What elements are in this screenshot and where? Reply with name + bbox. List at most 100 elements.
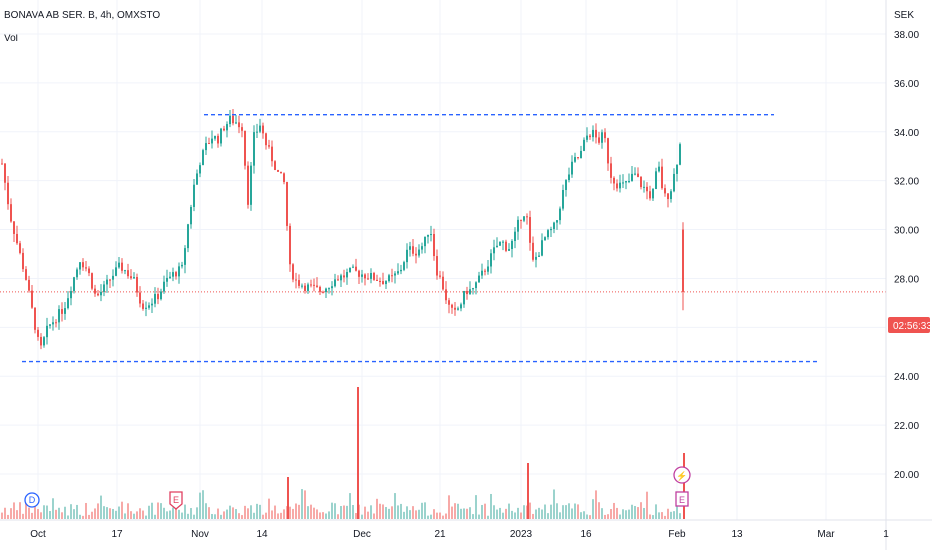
candle-body <box>370 272 372 279</box>
candle-body <box>679 144 681 165</box>
volume-bar <box>559 512 561 519</box>
candle-body <box>292 264 294 280</box>
volume-bar <box>604 514 606 519</box>
time-tick-label: 2023 <box>510 529 533 540</box>
candle-body <box>475 282 477 289</box>
candle-body <box>349 267 351 273</box>
candle-body <box>7 182 9 205</box>
volume-bar <box>79 514 81 519</box>
volume-bar <box>376 498 378 519</box>
volume-bar <box>466 508 468 519</box>
volume-bar <box>31 512 33 519</box>
candle-body <box>325 288 327 293</box>
candle-body <box>106 279 108 285</box>
earnings-badge-past[interactable]: E <box>169 491 183 510</box>
candle-body <box>655 171 657 189</box>
candle-body <box>157 293 159 300</box>
candle-body <box>634 173 636 175</box>
candle-body <box>82 262 84 268</box>
candle-body <box>55 322 57 324</box>
volume-bar <box>391 506 393 519</box>
candle-body <box>394 273 396 276</box>
price-tick-label: 20.00 <box>894 470 919 481</box>
volume-bar <box>598 502 600 519</box>
candle-body <box>574 157 576 162</box>
volume-bar <box>178 509 180 519</box>
candle-body <box>352 266 354 268</box>
candle-body <box>538 255 540 257</box>
volume-bar <box>124 513 126 519</box>
volume-spike <box>357 387 359 519</box>
volume-bar <box>676 502 678 519</box>
volume-bars <box>1 387 685 519</box>
candle-body <box>541 240 543 256</box>
candle-body <box>277 169 279 172</box>
candle-body <box>412 246 414 254</box>
candle-body <box>400 269 402 272</box>
volume-bar <box>406 506 408 519</box>
earnings-badge-future[interactable]: E <box>675 491 689 507</box>
candle-body <box>580 150 582 159</box>
volume-bar <box>46 505 48 519</box>
candle-body <box>310 284 312 286</box>
candle-body <box>208 143 210 145</box>
candle-body <box>88 268 90 274</box>
candle-body <box>58 309 60 323</box>
volume-bar <box>367 511 369 519</box>
candle-body <box>196 173 198 185</box>
candle-body <box>625 181 627 183</box>
candle-body <box>424 236 426 247</box>
candle-body <box>274 161 276 170</box>
volume-spike <box>683 453 685 519</box>
volume-bar <box>97 503 99 519</box>
volume-bar <box>421 502 423 519</box>
candle-body <box>151 303 153 306</box>
candle-body <box>79 262 81 270</box>
volume-bar <box>85 502 87 519</box>
candle-body <box>382 281 384 285</box>
volume-bar <box>37 509 39 519</box>
volume-bar <box>166 511 168 519</box>
candle-body <box>202 150 204 166</box>
volume-bar <box>160 503 162 519</box>
volume-bar <box>547 513 549 519</box>
level-lines <box>0 114 886 363</box>
time-tick-label: 17 <box>111 529 123 540</box>
price-tick-label: 30.00 <box>894 226 919 237</box>
candle-body <box>112 275 114 280</box>
dividend-badge[interactable]: D <box>24 492 40 508</box>
time-tick-label: Dec <box>353 529 371 540</box>
candle-body <box>199 165 201 174</box>
volume-bar <box>607 514 609 519</box>
volume-bar <box>655 504 657 519</box>
volume-bar <box>517 507 519 519</box>
volume-bar <box>640 502 642 519</box>
candle-body <box>307 284 309 291</box>
volume-bar <box>325 513 327 519</box>
event-badges: D E ⚡ E <box>24 466 691 510</box>
candle-body <box>361 274 363 277</box>
volume-bar <box>238 513 240 519</box>
candle-body <box>13 221 15 234</box>
candle-body <box>529 217 531 243</box>
volume-bar <box>331 502 333 519</box>
candle-body <box>463 291 465 305</box>
volume-bar <box>211 513 213 519</box>
candle-body <box>610 163 612 178</box>
volume-bar <box>208 507 210 519</box>
candle-body <box>682 229 684 292</box>
volume-bar <box>589 515 591 519</box>
candle-body <box>439 275 441 277</box>
candle-body <box>355 266 357 271</box>
volume-bar <box>454 503 456 519</box>
volume-bar <box>91 511 93 519</box>
volume-bar <box>586 514 588 519</box>
split-flash-badge[interactable]: ⚡ <box>673 466 691 484</box>
candle-body <box>37 329 39 337</box>
volume-bar <box>580 512 582 519</box>
candle-body <box>4 163 6 183</box>
earnings-future-shape <box>675 491 689 507</box>
candle-body <box>550 229 552 231</box>
volume-bar <box>673 511 675 519</box>
